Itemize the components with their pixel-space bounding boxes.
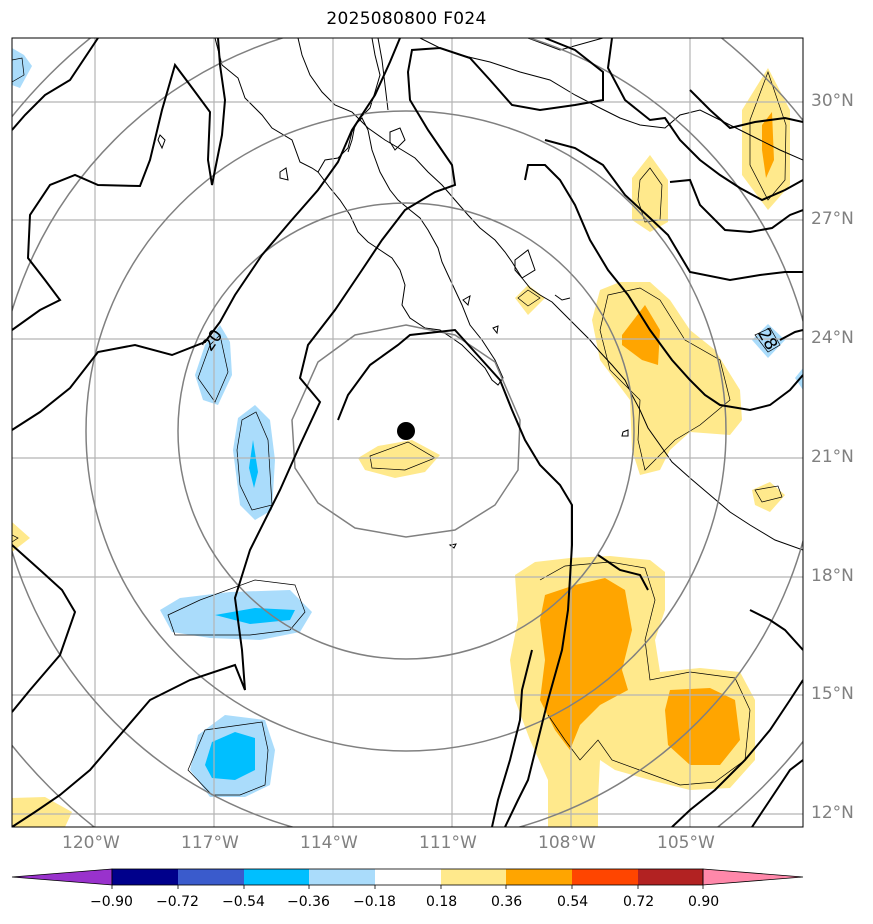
- colorbar-extend-low: [11, 868, 113, 886]
- negative-core-southwest: [205, 732, 255, 780]
- lon-label: 114°W: [300, 833, 358, 853]
- colorbar-bin: [638, 869, 703, 885]
- colorbar-tick-label: −0.36: [287, 894, 330, 910]
- colorbar-tick-label: −0.90: [90, 894, 133, 910]
- positive-region-east-small: [752, 482, 785, 512]
- heavy-contours: [12, 38, 803, 827]
- colorbar-extend-high: [702, 868, 804, 886]
- positive-core-north2: [762, 112, 774, 178]
- thin-contours: [12, 57, 787, 796]
- colorbar-bin: [506, 869, 572, 885]
- colorbar-bin: [244, 869, 309, 885]
- colorbar-tick-label: 0.90: [688, 894, 720, 910]
- positive-region-southwest: [12, 797, 72, 827]
- lat-label: 27°N: [811, 209, 854, 229]
- positive-region-west-edge: [12, 522, 30, 552]
- colorbar-tick-label: −0.54: [222, 894, 265, 910]
- colorbar: [11, 868, 804, 889]
- lon-label: 111°W: [419, 833, 477, 853]
- storm-center-marker: [397, 422, 415, 440]
- positive-core-east: [665, 688, 740, 765]
- positive-core-southeast: [540, 578, 632, 750]
- colorbar-bin: [178, 869, 244, 885]
- colorbar-bin: [375, 869, 441, 885]
- lon-label: 108°W: [538, 833, 596, 853]
- lon-label: 120°W: [62, 833, 120, 853]
- colorbar-tick-label: 0.18: [426, 894, 458, 910]
- colorbar-bin: [441, 869, 506, 885]
- lat-label: 15°N: [811, 684, 854, 704]
- colorbar-bin: [572, 869, 638, 885]
- map-frame: [11, 37, 804, 828]
- negative-core-central-west: [249, 440, 258, 488]
- colorbar-tick-label: −0.18: [353, 894, 396, 910]
- colorbar-tick-label: 0.54: [557, 894, 589, 910]
- map-title: 2025080800 F024: [326, 9, 487, 29]
- lat-label: 12°N: [811, 803, 854, 823]
- colorbar-tick-label: 0.72: [623, 894, 655, 910]
- colorbar-bin: [112, 869, 178, 885]
- lon-label: 117°W: [181, 833, 239, 853]
- colorbar-bin: [309, 869, 375, 885]
- lat-label: 18°N: [811, 566, 854, 586]
- colorbar-tick-label: −0.72: [156, 894, 199, 910]
- lon-label: 105°W: [657, 833, 715, 853]
- lat-label: 30°N: [811, 91, 854, 111]
- positive-core-mainland: [622, 305, 660, 365]
- positive-region-small: [515, 285, 545, 315]
- negative-core-south: [215, 608, 295, 624]
- colorbar-tick-label: 0.36: [491, 894, 523, 910]
- negative-region-northwest: [12, 48, 32, 88]
- lat-label: 24°N: [811, 328, 854, 348]
- lat-label: 21°N: [811, 447, 854, 467]
